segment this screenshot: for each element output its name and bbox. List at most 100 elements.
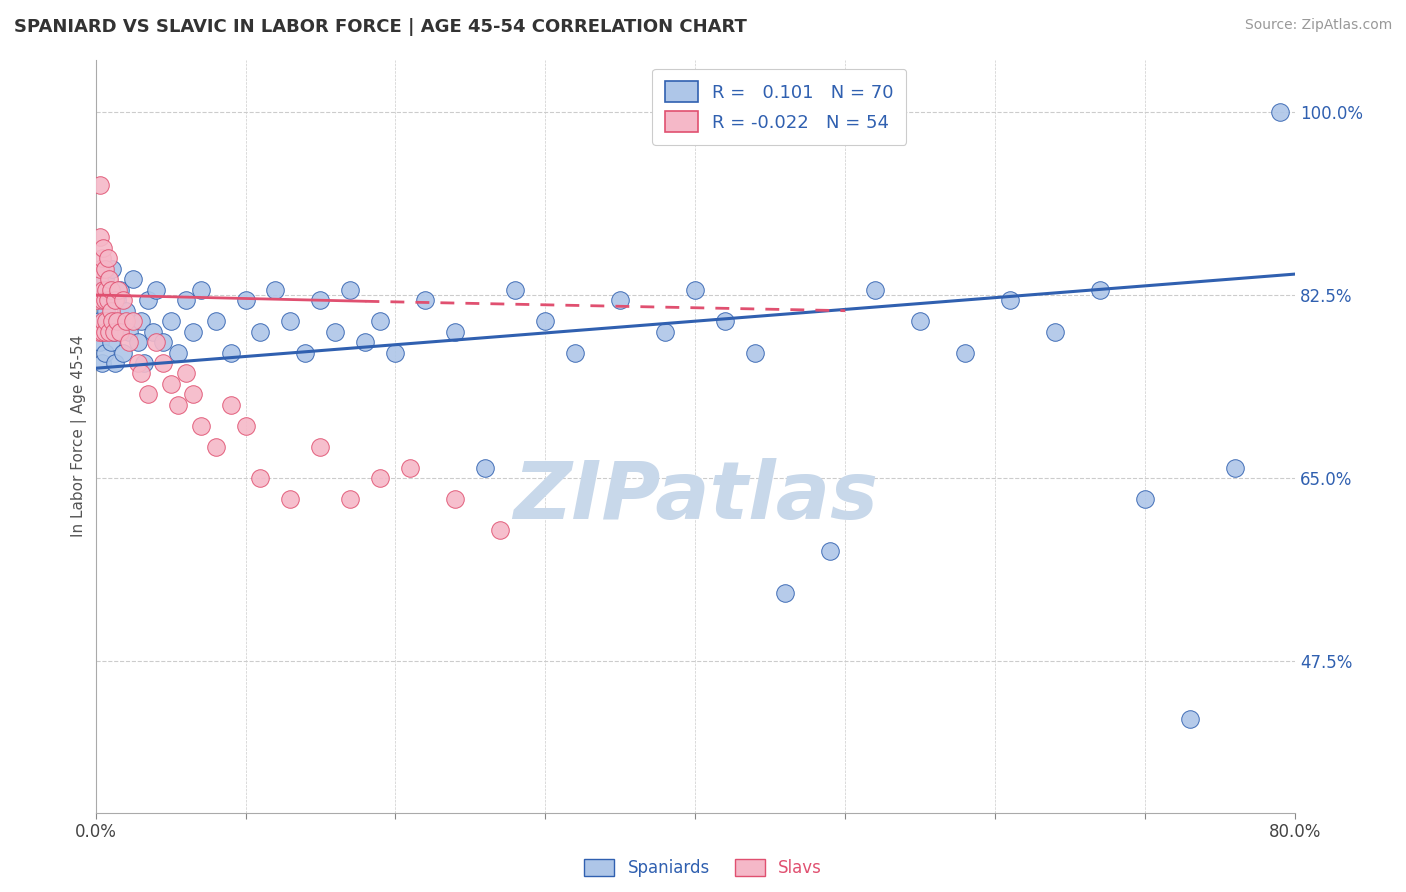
Point: [87, 314, 110, 328]
Point: [145, 335, 167, 350]
Point: [167, 398, 190, 412]
Point: [204, 314, 226, 328]
Point: [105, 314, 128, 328]
Point: [174, 367, 197, 381]
Text: ZIPatlas: ZIPatlas: [513, 458, 877, 535]
Point: [94, 314, 117, 328]
Point: [159, 314, 181, 328]
Point: [174, 293, 197, 308]
Point: [249, 471, 271, 485]
Point: [953, 345, 976, 359]
Point: [114, 314, 136, 328]
Point: [219, 345, 242, 359]
Point: [108, 325, 131, 339]
Point: [104, 293, 127, 308]
Point: [90, 356, 112, 370]
Point: [127, 356, 149, 370]
Point: [97, 293, 120, 308]
Point: [714, 314, 737, 328]
Point: [309, 293, 332, 308]
Point: [280, 491, 302, 506]
Point: [127, 335, 149, 350]
Point: [1133, 491, 1156, 506]
Point: [415, 293, 437, 308]
Point: [818, 544, 841, 558]
Point: [190, 283, 212, 297]
Point: [91, 241, 114, 255]
Point: [129, 367, 152, 381]
Point: [489, 524, 512, 538]
Point: [339, 283, 361, 297]
Point: [129, 314, 152, 328]
Point: [93, 325, 115, 339]
Point: [98, 283, 121, 297]
Point: [325, 325, 347, 339]
Point: [97, 252, 120, 266]
Point: [89, 335, 111, 350]
Point: [141, 325, 163, 339]
Point: [1043, 325, 1066, 339]
Point: [114, 303, 136, 318]
Point: [339, 491, 361, 506]
Point: [474, 460, 496, 475]
Point: [90, 325, 112, 339]
Point: [136, 293, 159, 308]
Point: [87, 325, 110, 339]
Point: [564, 345, 586, 359]
Point: [104, 356, 127, 370]
Point: [609, 293, 631, 308]
Point: [1088, 283, 1111, 297]
Point: [87, 272, 110, 286]
Point: [91, 283, 114, 297]
Point: [534, 314, 557, 328]
Point: [744, 345, 766, 359]
Point: [93, 293, 115, 308]
Text: SPANIARD VS SLAVIC IN LABOR FORCE | AGE 45-54 CORRELATION CHART: SPANIARD VS SLAVIC IN LABOR FORCE | AGE …: [14, 18, 747, 36]
Point: [122, 314, 145, 328]
Point: [190, 418, 212, 433]
Point: [1268, 104, 1291, 119]
Point: [90, 283, 112, 297]
Point: [89, 178, 111, 193]
Point: [117, 335, 139, 350]
Point: [444, 325, 467, 339]
Point: [117, 325, 139, 339]
Point: [111, 345, 134, 359]
Point: [249, 325, 271, 339]
Point: [1223, 460, 1246, 475]
Point: [908, 314, 931, 328]
Point: [280, 314, 302, 328]
Point: [264, 283, 287, 297]
Point: [235, 293, 257, 308]
Point: [384, 345, 406, 359]
Point: [122, 272, 145, 286]
Point: [103, 325, 125, 339]
Point: [204, 440, 226, 454]
Point: [93, 272, 115, 286]
Point: [399, 460, 422, 475]
Point: [94, 303, 117, 318]
Point: [101, 314, 124, 328]
Legend: R =   0.101   N = 70, R = -0.022   N = 54: R = 0.101 N = 70, R = -0.022 N = 54: [652, 69, 905, 145]
Point: [98, 325, 121, 339]
Point: [167, 345, 190, 359]
Point: [370, 471, 392, 485]
Point: [654, 325, 676, 339]
Point: [152, 356, 174, 370]
Point: [86, 293, 108, 308]
Point: [132, 356, 155, 370]
Point: [219, 398, 242, 412]
Point: [136, 387, 159, 401]
Point: [354, 335, 377, 350]
Point: [94, 283, 117, 297]
Point: [91, 293, 114, 308]
Point: [89, 261, 111, 276]
Point: [100, 303, 122, 318]
Point: [145, 283, 167, 297]
Point: [101, 261, 124, 276]
Point: [98, 272, 121, 286]
Legend: Spaniards, Slavs: Spaniards, Slavs: [578, 852, 828, 884]
Point: [105, 293, 128, 308]
Point: [159, 376, 181, 391]
Point: [294, 345, 316, 359]
